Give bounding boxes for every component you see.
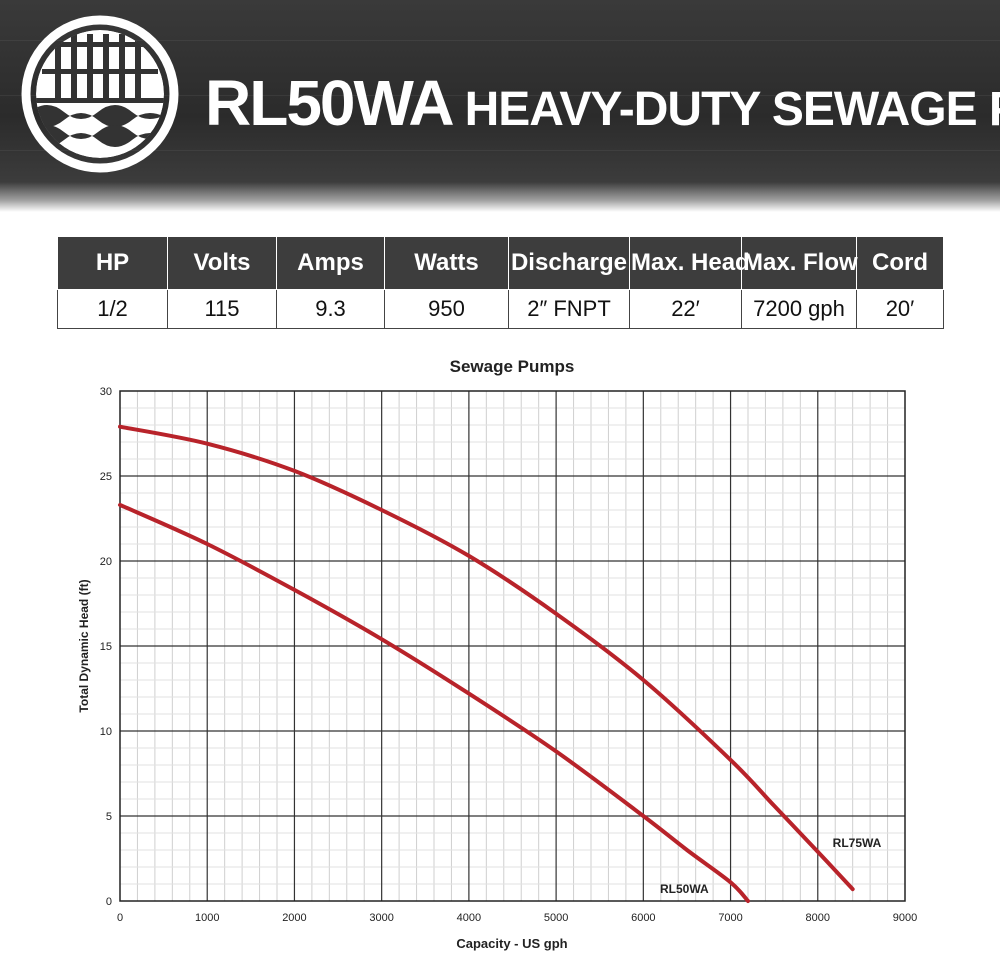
spec-header-row: HP Volts Amps Watts Discharge Max. Head … [57,236,944,290]
spec-header: Discharge [508,236,630,290]
product-description: HEAVY-DUTY SEWAGE PUMP [464,83,1000,136]
y-tick-label: 0 [106,896,112,908]
spec-table: HP Volts Amps Watts Discharge Max. Head … [57,236,944,329]
spec-value: 950 [384,289,509,329]
x-tick-label: 8000 [806,912,830,924]
spec-header: Max. Flow [741,236,858,290]
x-tick-label: 5000 [544,912,568,924]
grate-and-waves-icon [21,15,179,173]
y-tick-label: 30 [100,386,112,398]
y-tick-labels: 0 5 10 15 20 25 30 [100,386,112,908]
spec-value: 9.3 [276,289,385,329]
y-tick-label: 10 [100,726,112,738]
series-label-rl50wa: RL50WA [660,882,709,896]
spec-value: 20′ [856,289,944,329]
plot-frame [119,390,906,902]
spec-header: Cord [856,236,944,290]
spec-value: 7200 gph [741,289,857,329]
spec-value: 1/2 [57,289,168,329]
y-tick-label: 15 [100,641,112,653]
spec-header: Watts [384,236,509,290]
pump-curve-chart: Sewage Pumps 0 1000 2000 3000 4000 5000 6000 70… [77,357,917,951]
x-tick-label: 9000 [893,912,917,924]
series-line-rl50wa [118,502,750,903]
spec-value: 22′ [629,289,742,329]
model-name: RL50WA [205,67,455,139]
major-gridlines [120,391,905,901]
spec-header: HP [57,236,168,290]
spec-value: 115 [167,289,277,329]
spec-header: Volts [167,236,277,290]
x-axis-label: Capacity - US gph [456,936,567,951]
chart-title: Sewage Pumps [450,357,575,376]
x-tick-label: 1000 [195,912,219,924]
spec-value: 2″ FNPT [508,289,630,329]
x-tick-label: 4000 [457,912,481,924]
y-tick-label: 20 [100,556,112,568]
x-tick-label: 0 [117,912,123,924]
y-tick-label: 25 [100,471,112,483]
series-lines [118,424,855,903]
spec-value-row: 1/2 115 9.3 950 2″ FNPT 22′ 7200 gph 20′ [57,289,944,329]
series-label-rl75wa: RL75WA [833,836,882,850]
y-tick-label: 5 [106,811,112,823]
x-tick-label: 3000 [369,912,393,924]
series-line-rl75wa [118,424,855,892]
x-tick-label: 2000 [282,912,306,924]
x-tick-label: 6000 [631,912,655,924]
x-tick-labels: 0 1000 2000 3000 4000 5000 6000 7000 8000 9000 [117,912,917,924]
x-tick-label: 7000 [718,912,742,924]
spec-header: Amps [276,236,385,290]
y-axis-label: Total Dynamic Head (ft) [77,579,91,712]
spec-header: Max. Head [629,236,750,290]
series-labels: RL50WA RL75WA [660,836,882,896]
